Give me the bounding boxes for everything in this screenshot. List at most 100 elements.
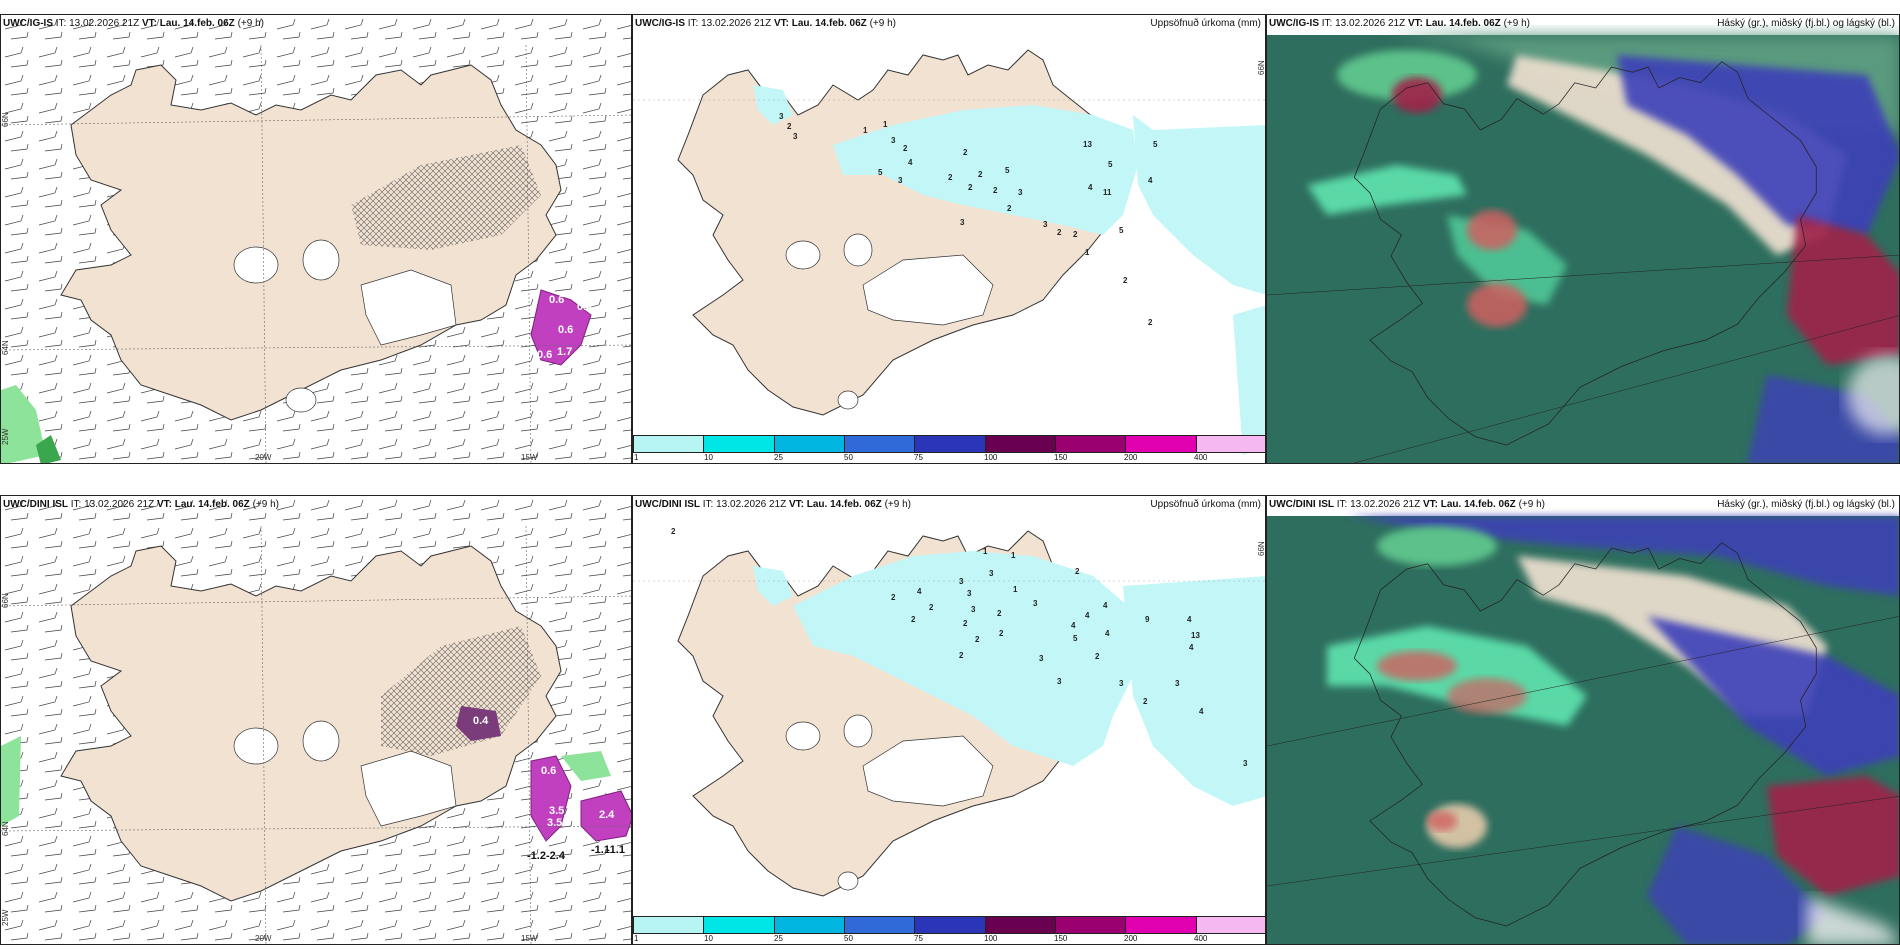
precip-amount: 2 <box>903 144 908 153</box>
panel-header: UWC/DINI ISL IT: 13.02.2026 21Z VT: Lau.… <box>3 499 279 510</box>
precip-map-panel-bottom: UWC/DINI ISL IT: 13.02.2026 21Z VT: Lau.… <box>632 495 1266 945</box>
precip-amount: 3 <box>1057 677 1062 686</box>
colorbar-swatch <box>704 917 775 933</box>
precip-amount: 2 <box>993 186 998 195</box>
colorbar-tick: 50 <box>844 934 853 943</box>
value-label: -1.2 <box>527 850 546 862</box>
precip-amount: 4 <box>1187 615 1192 624</box>
precip-amount: 4 <box>908 158 913 167</box>
value-label: 0.4 <box>473 715 489 727</box>
precip-amount: 4 <box>1148 176 1153 185</box>
value-label: 3.5 <box>547 817 562 829</box>
colorbar-ticks: 1 10 25 50 75 100 150 200 400 <box>633 453 1265 463</box>
precip-amount: 3 <box>891 136 896 145</box>
precip-amount: 3 <box>779 112 784 121</box>
precip-amount: 4 <box>1189 643 1194 652</box>
precip-amount: 4 <box>1105 629 1110 638</box>
precip-amount: 11 <box>1103 188 1112 197</box>
lat-label: 66N <box>1257 541 1266 556</box>
precip-amount: 1 <box>1013 585 1018 594</box>
precip-colorbar <box>633 916 1265 934</box>
precip-amount: 1 <box>1085 248 1090 257</box>
colorbar-tick: 400 <box>1194 453 1208 462</box>
value-label: 0.6 <box>576 349 591 361</box>
lon-label: 15W <box>521 453 538 462</box>
precip-amount: 3 <box>793 132 798 141</box>
precip-amount: 3 <box>1039 654 1044 663</box>
precip-amount: 2 <box>948 173 953 182</box>
precip-amount: 3 <box>971 605 976 614</box>
value-label: -2.4 <box>546 850 566 862</box>
colorbar-tick: 25 <box>774 934 783 943</box>
cloud-map <box>1267 35 1899 463</box>
precip-amount: 3 <box>967 589 972 598</box>
value-label: 0.6 <box>558 324 573 336</box>
precip-amount: 3 <box>1119 679 1124 688</box>
precip-amount: 1 <box>983 547 988 556</box>
precip-amount: 3 <box>959 577 964 586</box>
precip-amount: 2 <box>671 527 676 536</box>
precip-amount: 4 <box>917 587 922 596</box>
precip-amount: 9 <box>1145 615 1150 624</box>
precip-amount: 3 <box>1018 188 1023 197</box>
precip-amount: 4 <box>1088 183 1093 192</box>
precip-amount: 1 <box>883 120 888 129</box>
colorbar-swatch <box>634 436 705 452</box>
precip-amount: 2 <box>959 651 964 660</box>
lat-label: 64N <box>1 821 10 836</box>
precip-amount: 4 <box>1071 621 1076 630</box>
precip-amount: 3 <box>898 176 903 185</box>
colorbar-tick: 100 <box>984 453 998 462</box>
precip-amount: 5 <box>878 168 883 177</box>
precip-amount: 3 <box>960 218 965 227</box>
precip-amount: 2 <box>787 122 792 131</box>
colorbar-tick: 100 <box>984 934 998 943</box>
value-label: 0.6 <box>549 294 564 306</box>
precip-amount: 2 <box>963 619 968 628</box>
colorbar-tick: 200 <box>1124 934 1138 943</box>
colorbar-tick: 10 <box>704 934 713 943</box>
colorbar-tick: 150 <box>1054 453 1068 462</box>
panel-title: Uppsöfnuð úrkoma (mm) <box>1150 18 1261 29</box>
precip-amount: 3 <box>989 569 994 578</box>
lat-label: 66N <box>1 593 10 608</box>
colorbar-tick: 25 <box>774 453 783 462</box>
colorbar-tick: 400 <box>1194 934 1208 943</box>
precip-amount: 2 <box>1123 276 1128 285</box>
cloud-map <box>1267 516 1899 944</box>
colorbar-ticks: 1 10 25 50 75 100 150 200 400 <box>633 934 1265 944</box>
colorbar-swatch <box>774 436 845 452</box>
precip-amount: 1 <box>863 126 868 135</box>
precip-amount: 2 <box>997 609 1002 618</box>
precip-amount: 2 <box>975 635 980 644</box>
cloud-map-panel-bottom: UWC/DINI ISL IT: 13.02.2026 21Z VT: Lau.… <box>1266 495 1900 945</box>
colorbar-swatch <box>1055 917 1127 933</box>
value-label: 1.7 <box>599 319 614 331</box>
lon-label: 15W <box>521 934 538 943</box>
precip-map-panel-top: UWC/IG-IS IT: 13.02.2026 21Z VT: Lau. 14… <box>632 14 1266 464</box>
colorbar-swatch <box>704 436 775 452</box>
colorbar-swatch <box>915 917 986 933</box>
colorbar-tick: 50 <box>844 453 853 462</box>
precip-amount: 13 <box>1083 140 1092 149</box>
colorbar-tick: 10 <box>704 453 713 462</box>
lat-label: 64N <box>1 340 10 355</box>
colorbar-swatch <box>1126 917 1197 933</box>
colorbar-tick: 150 <box>1054 934 1068 943</box>
precip-amount: 2 <box>911 615 916 624</box>
panel-header: UWC/DINI ISL IT: 13.02.2026 21Z VT: Lau.… <box>635 499 1261 510</box>
precip-amount: 3 <box>1243 759 1248 768</box>
lat-label: 66N <box>1257 60 1266 75</box>
lon-label: 25W <box>1 428 10 445</box>
wind-map-panel-top: UWC/IG-IS IT: 13.02.2026 21Z VT: Lau. 14… <box>0 14 632 464</box>
wind-map-panel-bottom: UWC/DINI ISL IT: 13.02.2026 21Z VT: Lau.… <box>0 495 632 945</box>
precip-amount: 2 <box>999 629 1004 638</box>
colorbar-swatch <box>1126 436 1197 452</box>
colorbar-swatch <box>1196 917 1265 933</box>
precip-amount: 2 <box>1148 318 1153 327</box>
precip-amount: 3 <box>1033 599 1038 608</box>
lon-label: 20W <box>255 453 272 462</box>
value-label: -1.1 <box>591 844 610 856</box>
colorbar-swatch <box>1196 436 1265 452</box>
value-label: 3.5 <box>549 805 564 817</box>
